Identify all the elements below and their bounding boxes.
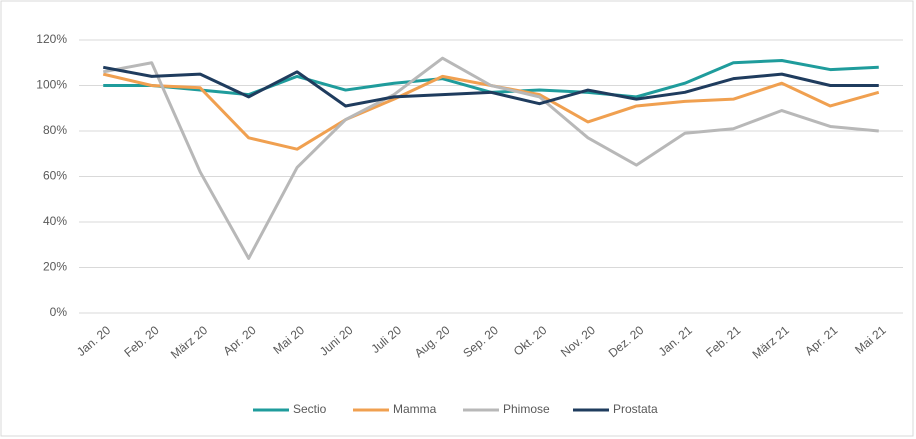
y-tick-label: 60% — [43, 169, 67, 183]
y-tick-label: 120% — [36, 32, 67, 46]
legend-label: Sectio — [293, 402, 327, 416]
legend-label: Mamma — [393, 402, 437, 416]
legend-label: Prostata — [613, 402, 658, 416]
series-line — [102, 65, 879, 108]
legend-label: Phimose — [503, 402, 550, 416]
y-tick-label: 20% — [43, 260, 67, 274]
y-tick-label: 40% — [43, 214, 67, 228]
y-tick-label: 100% — [36, 78, 67, 92]
series-line — [102, 56, 879, 260]
y-tick-label: 0% — [50, 305, 68, 319]
y-tick-label: 80% — [43, 123, 67, 137]
